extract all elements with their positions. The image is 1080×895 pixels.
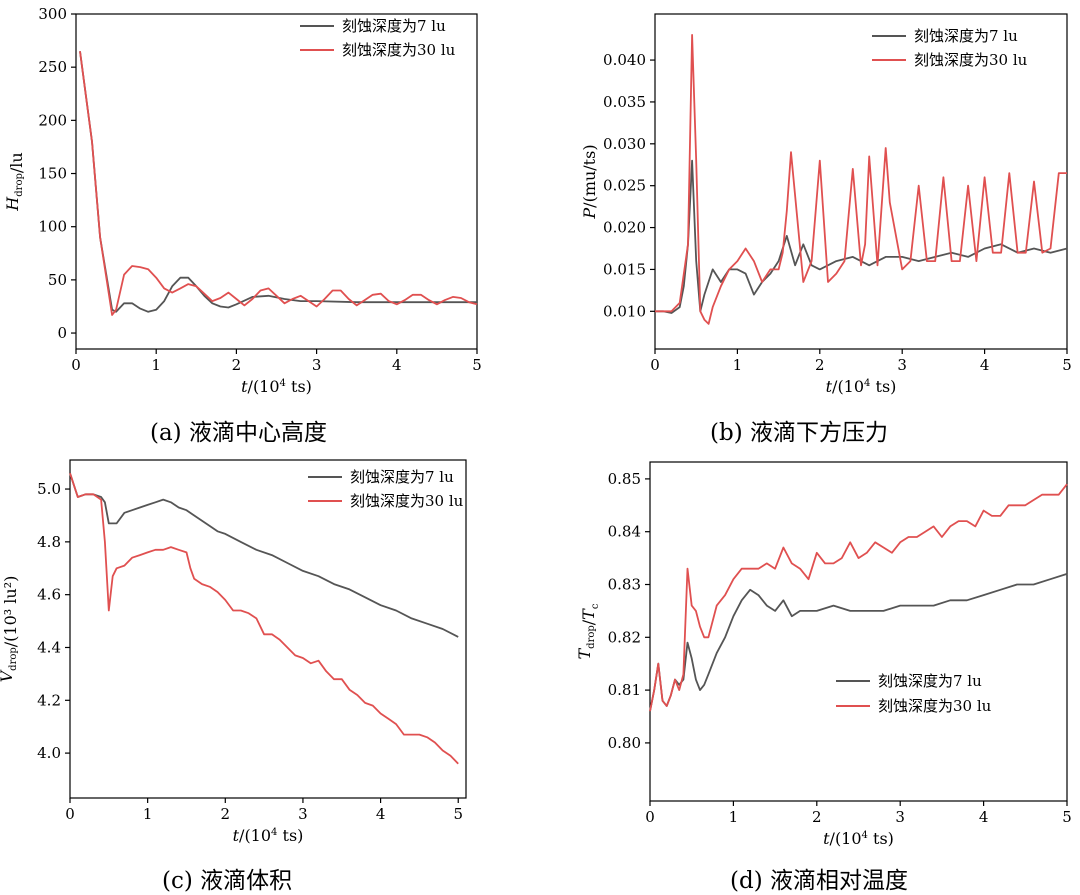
x-axis-label: t/(104 ts) [241, 377, 312, 396]
legend-label: 刻蚀深度为7 lu [350, 468, 454, 486]
y-tick-label: 0.80 [608, 734, 641, 752]
x-tick-label: 2 [812, 808, 822, 826]
y-tick-label: 0 [57, 324, 67, 342]
x-tick-label: 3 [298, 805, 308, 823]
x-tick-label: 1 [151, 356, 161, 374]
caption-b: (b) 液滴下方压力 [710, 420, 888, 446]
x-axis-label: t/(104 ts) [823, 829, 894, 848]
x-tick-label: 4 [376, 805, 386, 823]
y-tick-label: 0.81 [608, 681, 641, 699]
x-tick-label: 0 [65, 805, 75, 823]
y-tick-label: 150 [38, 165, 67, 183]
x-tick-label: 1 [143, 805, 153, 823]
plot-frame [69, 459, 467, 799]
y-tick-label: 0.025 [603, 177, 646, 195]
y-tick-label: 200 [38, 111, 67, 129]
x-tick-label: 1 [729, 808, 739, 826]
series-line-7lu [649, 573, 1068, 712]
legend-label: 刻蚀深度为30 lu [342, 41, 456, 59]
x-tick-label: 2 [232, 356, 242, 374]
series-line-30lu [79, 51, 478, 316]
x-tick-label: 4 [979, 808, 989, 826]
y-axis-label: Hdrop/lu [3, 152, 26, 211]
y-tick-label: 0.035 [603, 93, 646, 111]
y-tick-label: 0.84 [608, 523, 641, 541]
y-tick-label: 0.85 [608, 470, 641, 488]
x-tick-label: 2 [815, 356, 825, 374]
x-tick-label: 5 [1062, 356, 1072, 374]
y-tick-label: 250 [38, 58, 67, 76]
caption-a: (a) 液滴中心高度 [150, 420, 327, 446]
legend-label: 刻蚀深度为30 lu [350, 492, 464, 510]
x-tick-label: 3 [312, 356, 322, 374]
y-tick-label: 50 [48, 271, 67, 289]
legend-label: 刻蚀深度为7 lu [342, 17, 446, 35]
x-tick-label: 0 [650, 356, 660, 374]
y-tick-label: 4.8 [37, 533, 61, 551]
chart-c-drop-volume: 0 1 2 3 4 5 4.0 4.2 4.4 4.6 4.8 5.0 t/(104 ts) Vdrop/… [0, 459, 467, 845]
x-tick-label: 2 [221, 805, 231, 823]
x-tick-label: 1 [733, 356, 743, 374]
series-line-7lu [69, 472, 459, 638]
x-axis-label: t/(104 ts) [233, 826, 304, 845]
legend-label: 刻蚀深度为30 lu [878, 697, 992, 715]
plot-frame [75, 13, 478, 350]
legend-label: 刻蚀深度为7 lu [914, 27, 1018, 45]
x-tick-label: 5 [453, 805, 463, 823]
x-tick-label: 4 [980, 356, 990, 374]
series-line-30lu [649, 483, 1068, 712]
caption-c: (c) 液滴体积 [162, 868, 293, 894]
y-axis-label: Tdrop/Tc [575, 603, 601, 659]
legend-label: 刻蚀深度为30 lu [914, 51, 1028, 69]
y-tick-label: 300 [38, 5, 67, 23]
y-tick-label: 0.040 [603, 51, 646, 69]
series-line-7lu [655, 159, 1068, 314]
caption-d: (d) 液滴相对温度 [730, 868, 908, 894]
chart-b-pressure-below-drop: 0 1 2 3 4 5 0.010 0.015 0.020 0.025 0.030 0.035 0.04… [580, 13, 1072, 396]
x-tick-label: 0 [645, 808, 655, 826]
y-tick-label: 4.6 [37, 586, 61, 604]
y-tick-label: 0.83 [608, 576, 641, 594]
y-axis-label: P/(mu/ts) [580, 144, 599, 219]
legend-label: 刻蚀深度为7 lu [878, 672, 982, 690]
y-tick-label: 100 [38, 218, 67, 236]
y-tick-label: 0.015 [603, 260, 646, 278]
y-tick-label: 4.2 [37, 691, 61, 709]
series-line-30lu [655, 34, 1067, 325]
chart-d-drop-relative-temperature: 0 1 2 3 4 5 0.80 0.81 0.82 0.83 0.84 0.85 t/(104 ts)… [575, 461, 1072, 848]
y-tick-label: 0.010 [603, 302, 646, 320]
y-tick-label: 0.82 [608, 628, 641, 646]
x-tick-label: 5 [1062, 808, 1072, 826]
x-axis-label: t/(104 ts) [826, 377, 897, 396]
plot-frame [649, 461, 1068, 802]
y-tick-label: 0.030 [603, 135, 646, 153]
x-tick-label: 3 [897, 356, 907, 374]
x-tick-label: 4 [392, 356, 402, 374]
y-tick-label: 5.0 [37, 480, 61, 498]
y-tick-label: 0.020 [603, 219, 646, 237]
y-axis-label: Vdrop/(10³ lu²) [0, 576, 20, 683]
x-tick-label: 3 [895, 808, 905, 826]
x-tick-label: 0 [71, 356, 81, 374]
x-tick-label: 5 [472, 356, 482, 374]
series-line-7lu [79, 51, 477, 313]
series-line-30lu [69, 472, 459, 765]
y-tick-label: 4.4 [37, 638, 61, 656]
y-tick-label: 4.0 [37, 744, 61, 762]
plot-frame [654, 13, 1068, 350]
